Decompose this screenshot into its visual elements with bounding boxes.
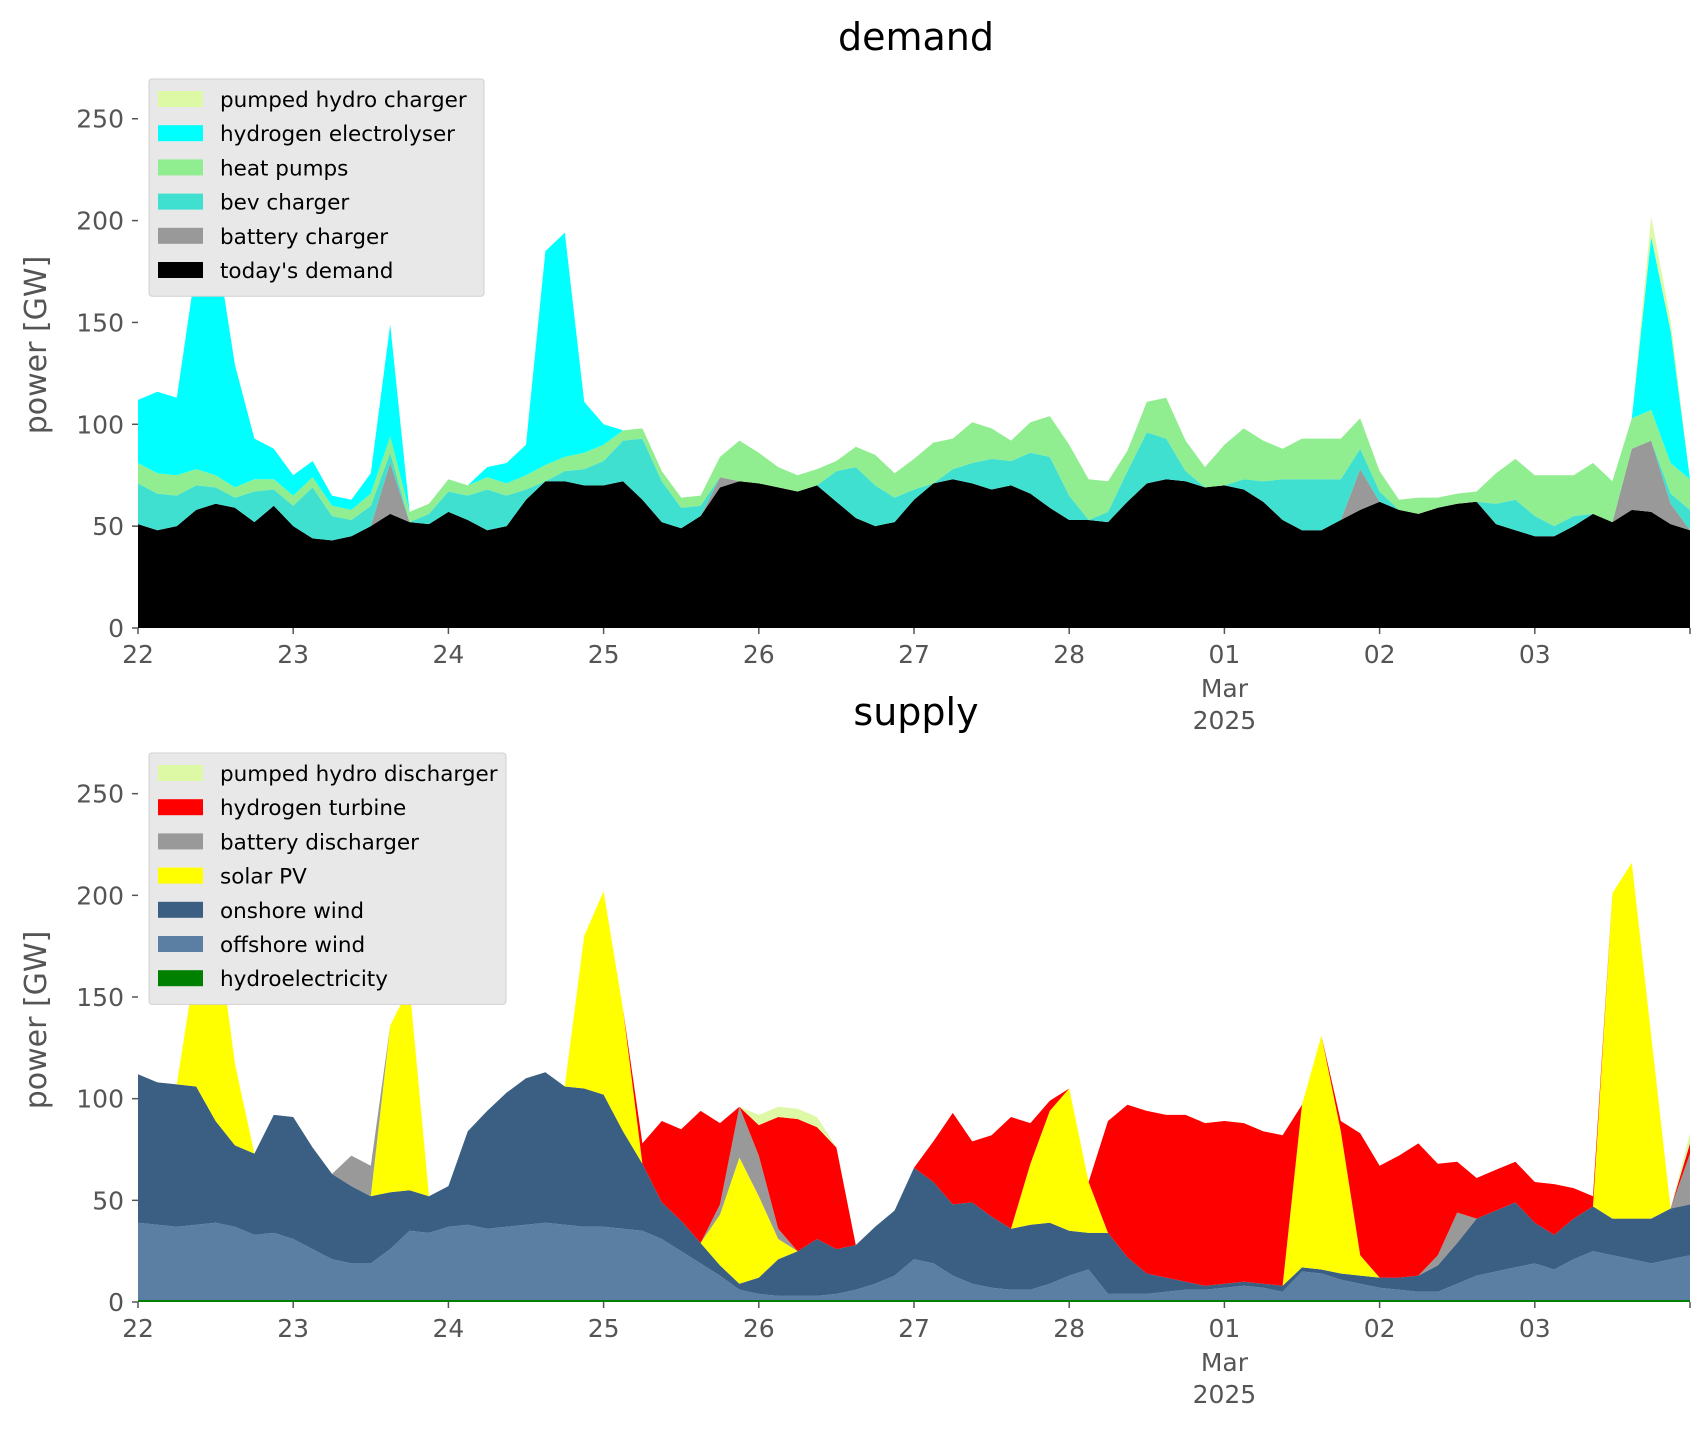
supply-areas (138, 862, 1690, 1302)
x-tick-label: 26 (743, 640, 775, 669)
area-onshore-wind (138, 1072, 1690, 1296)
y-tick-label: 100 (76, 1085, 124, 1114)
y-tick-label: 50 (92, 1186, 124, 1215)
legend-label-today-s-demand: today's demand (220, 259, 393, 284)
legend-label-offshore-wind: offshore wind (220, 933, 365, 958)
legend-label-onshore-wind: onshore wind (220, 899, 364, 924)
legend-label-pumped-hydro-discharger: pumped hydro discharger (220, 762, 498, 787)
demand-panel: demand power [GW] 0 50 100 150 200 250 22 23 24 2… (19, 15, 1691, 735)
legend-label-bev-charger: bev charger (220, 191, 349, 216)
x-tick-label: 24 (432, 1314, 464, 1343)
legend-box (148, 78, 485, 297)
x-tick-label: 01 (1208, 1314, 1240, 1343)
supply-panel: supply power [GW] 0 50 100 150 200 250 22 23 24 2… (19, 690, 1691, 1409)
legend-swatch-onshore-wind (158, 901, 203, 918)
x-tick-label: 28 (1053, 640, 1085, 669)
y-tick-label: 150 (76, 983, 124, 1012)
y-tick-label: 0 (108, 614, 124, 643)
x-tick-label: 23 (277, 640, 309, 669)
x-tick-label: 26 (743, 1314, 775, 1343)
legend-swatch-pumped-hydro-charger (158, 91, 203, 107)
x-tick-label: 25 (588, 640, 620, 669)
demand-legend: pumped hydro charger hydrogen electrolyse… (148, 78, 485, 297)
legend-swatch-solar-pv (158, 867, 203, 884)
demand-ylabel: power [GW] (19, 256, 54, 435)
x-tick-label: 27 (898, 1314, 930, 1343)
x-tick-sublabel: 2025 (1193, 1380, 1257, 1409)
area-solar-pv (138, 862, 1690, 1286)
x-tick-sublabel: Mar (1201, 674, 1249, 703)
legend-swatch-today-s-demand (158, 262, 203, 278)
area-offshore-wind (138, 1222, 1690, 1300)
demand-axes: 0 50 100 150 200 250 22 23 24 25 26 27 28 01 Mar 2025 02… (76, 105, 1691, 735)
legend-label-hydrogen-turbine: hydrogen turbine (220, 796, 406, 821)
x-tick-label: 22 (122, 640, 154, 669)
legend-swatch-hydrogen-turbine (158, 799, 203, 816)
x-tick-label: 28 (1053, 1314, 1085, 1343)
legend-swatch-offshore-wind (158, 936, 203, 952)
x-tick-label: 02 (1364, 640, 1396, 669)
supply-axes: 0 50 100 150 200 250 22 23 24 25 26 27 28 01 Mar 2025 02… (76, 780, 1691, 1409)
x-tick-sublabel: Mar (1201, 1348, 1249, 1377)
x-tick-label: 22 (122, 1314, 154, 1343)
legend-label-pumped-hydro-charger: pumped hydro charger (220, 88, 467, 113)
y-tick-label: 250 (76, 105, 124, 134)
legend-label-hydroelectricity: hydroelectricity (220, 967, 388, 992)
demand-title: demand (838, 15, 994, 59)
legend-label-battery-charger: battery charger (220, 225, 388, 250)
x-tick-label: 02 (1364, 1314, 1396, 1343)
legend-swatch-hydroelectricity (158, 970, 203, 987)
x-tick-label: 27 (898, 640, 930, 669)
y-tick-label: 200 (76, 207, 124, 236)
x-tick-label: 25 (588, 1314, 620, 1343)
area-today-s-demand (138, 479, 1690, 628)
legend-swatch-battery-discharger (158, 833, 203, 850)
area-heat-pumps (138, 397, 1690, 527)
y-tick-label: 200 (76, 881, 124, 910)
legend-swatch-hydrogen-electrolyser (158, 125, 203, 142)
y-tick-label: 0 (108, 1288, 124, 1317)
y-tick-label: 100 (76, 410, 124, 439)
legend-swatch-bev-charger (158, 193, 203, 210)
demand-areas (138, 216, 1690, 628)
y-tick-label: 50 (92, 512, 124, 541)
legend-box (148, 752, 507, 1005)
legend-swatch-battery-charger (158, 227, 203, 244)
y-tick-label: 250 (76, 780, 124, 809)
supply-ylabel: power [GW] (19, 931, 54, 1110)
legend-label-heat-pumps: heat pumps (220, 156, 348, 181)
area-hydroelectricity (138, 1300, 1690, 1302)
legend-swatch-pumped-hydro-discharger (158, 765, 203, 781)
x-tick-label: 24 (432, 640, 464, 669)
legend-label-battery-discharger: battery discharger (220, 830, 419, 855)
legend-label-solar-pv: solar PV (220, 865, 307, 890)
area-hydrogen-electrolyser (138, 232, 1690, 512)
y-tick-label: 150 (76, 308, 124, 337)
legend-label-hydrogen-electrolyser: hydrogen electrolyser (220, 122, 455, 147)
x-tick-label: 03 (1519, 1314, 1551, 1343)
area-bev-charger (138, 432, 1690, 541)
supply-legend: pumped hydro discharger hydrogen turbine b… (148, 752, 507, 1005)
legend-swatch-heat-pumps (158, 159, 203, 176)
x-tick-label: 03 (1519, 640, 1551, 669)
x-tick-label: 23 (277, 1314, 309, 1343)
x-tick-sublabel: 2025 (1193, 706, 1257, 735)
x-tick-label: 01 (1208, 640, 1240, 669)
supply-title: supply (853, 690, 978, 734)
